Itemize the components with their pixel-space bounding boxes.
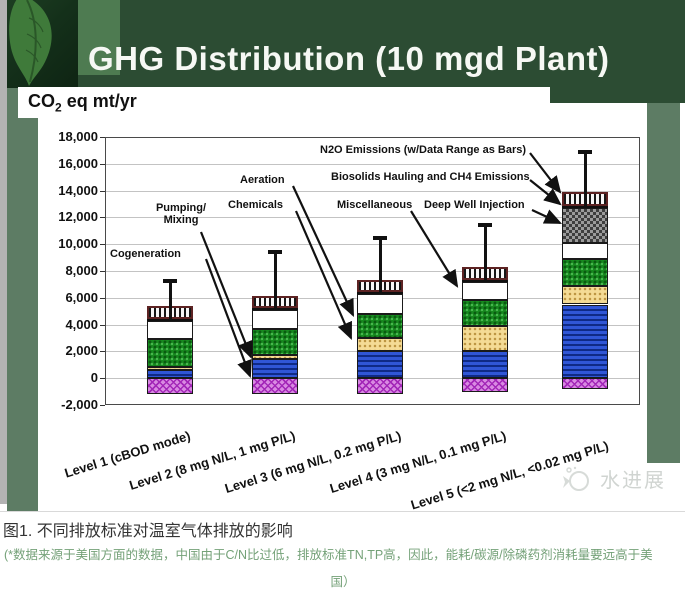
- bar-segment-cogeneration: [252, 378, 298, 394]
- error-bar-cap: [578, 150, 592, 155]
- bar-segment-pumping: [462, 351, 508, 379]
- y-axis-tick: [100, 163, 105, 165]
- fish-logo-icon: [563, 466, 589, 491]
- y-axis-label: 14,000: [58, 182, 98, 198]
- callout-label-cogeneration: Cogeneration: [110, 248, 181, 260]
- error-bar-line: [273, 249, 277, 311]
- bar-segment-aeration: [252, 328, 298, 356]
- error-bar-cap: [478, 222, 492, 227]
- stacked-bar-chart: -2,000 0 2,000 4,000 6,000 8,000 10,000 12,000 1…: [58, 129, 640, 513]
- bar-segment-biosolids: [562, 206, 608, 208]
- bar-segment-chemicals: [252, 355, 298, 360]
- left-sage-strip: [7, 88, 38, 511]
- bar-segment-pumping: [252, 359, 298, 379]
- callout-label-pumping: Pumping/ Mixing: [155, 202, 207, 226]
- left-gray-edge: [0, 0, 7, 504]
- y-axis-tick: [100, 190, 105, 192]
- callout-arrows: [199, 152, 562, 379]
- bar-segment-chemicals: [462, 325, 508, 352]
- y-axis-label: 6,000: [65, 289, 98, 305]
- callout-label-biosolids: Biosolids Hauling and CH4 Emissions: [331, 171, 530, 183]
- y-axis-label: 8,000: [65, 263, 98, 278]
- y-axis-label: -2,000: [61, 397, 98, 412]
- error-bar-line: [168, 279, 172, 320]
- bar-segment-deep-well: [562, 208, 608, 243]
- y-axis-label: 16,000: [58, 155, 98, 171]
- figure-note: (*数据来源于美国方面的数据，中国由于C/N比过低，排放标准TN,TP高，因此，…: [4, 542, 682, 596]
- error-bar-cap: [373, 236, 387, 241]
- callout-label-n2o: N2O Emissions (w/Data Range as Bars): [320, 144, 527, 156]
- y-axis-tick: [100, 351, 105, 353]
- watermark: 水进展: [560, 464, 666, 493]
- y-axis-tick: [100, 297, 105, 299]
- bar-segment-aeration: [147, 339, 193, 367]
- bar-segment-miscellaneous: [562, 242, 608, 259]
- error-bar-cap: [163, 279, 177, 284]
- bar-segment-chemicals: [357, 338, 403, 352]
- gridline: [106, 163, 639, 165]
- callout-label-deep_well: Deep Well Injection: [424, 199, 525, 211]
- slide-bottom-edge: [0, 511, 685, 512]
- bar-segment-aeration: [462, 300, 508, 326]
- bar-segment-miscellaneous: [147, 321, 193, 340]
- slide-title: GHG Distribution (10 mgd Plant): [88, 40, 610, 77]
- error-bar-line: [378, 236, 382, 295]
- slide-title-band: [75, 0, 685, 103]
- bar-segment-cogeneration: [147, 378, 193, 394]
- y-axis-label: 10,000: [58, 236, 98, 252]
- right-sage-strip: [647, 103, 680, 463]
- bar-segment-pumping: [357, 351, 403, 379]
- y-axis-label: 12,000: [58, 209, 98, 225]
- bar-segment-cogeneration: [357, 378, 403, 395]
- bar-segment-pumping: [562, 304, 608, 379]
- y-axis-tick: [100, 405, 105, 406]
- y-axis-label: 0: [90, 370, 98, 386]
- unit-label-box: CO2 eq mt/yr: [18, 87, 550, 118]
- bar-segment-aeration: [562, 258, 608, 286]
- y-axis-tick: [100, 137, 105, 138]
- bar-segment-cogeneration: [462, 378, 508, 393]
- gridline: [106, 244, 639, 246]
- gridline: [106, 271, 639, 272]
- bar-segment-chemicals: [147, 366, 193, 371]
- leaf-photo: [7, 0, 78, 88]
- y-axis-tick: [100, 324, 105, 326]
- gridline: [106, 217, 639, 219]
- callout-label-aeration: Aeration: [240, 174, 285, 186]
- watermark-text: 水进展: [600, 470, 666, 492]
- bar-segment-cogeneration: [562, 378, 608, 389]
- y-axis-tick: [100, 244, 105, 246]
- y-axis-tick: [100, 217, 105, 219]
- y-axis-tick: [100, 271, 105, 272]
- bar-segment-pumping: [147, 370, 193, 379]
- figure-note-line1: (*数据来源于美国方面的数据，中国由于C/N比过低，排放标准TN,TP高，因此，…: [4, 548, 653, 562]
- unit-label: CO2 eq mt/yr: [28, 91, 137, 115]
- leaf-icon: [9, 0, 52, 86]
- y-axis-label: 18,000: [58, 129, 98, 144]
- figure-note-line2: 国）: [330, 575, 356, 589]
- bar-segment-chemicals: [562, 285, 608, 305]
- bar-segment-miscellaneous: [462, 281, 508, 301]
- y-axis-label: 4,000: [65, 316, 98, 332]
- gridline: [106, 190, 639, 192]
- callout-label-chemicals: Chemicals: [228, 199, 284, 211]
- callout-label-miscellaneous: Miscellaneous: [337, 199, 413, 211]
- error-bar-cap: [268, 249, 282, 254]
- bar-segment-aeration: [357, 313, 403, 338]
- error-bar-line: [483, 222, 487, 281]
- figure-caption: 图1. 不同排放标准对温室气体排放的影响: [3, 523, 293, 540]
- y-axis-tick: [100, 378, 105, 380]
- y-axis-label: 2,000: [65, 343, 98, 359]
- error-bar-line: [583, 150, 587, 206]
